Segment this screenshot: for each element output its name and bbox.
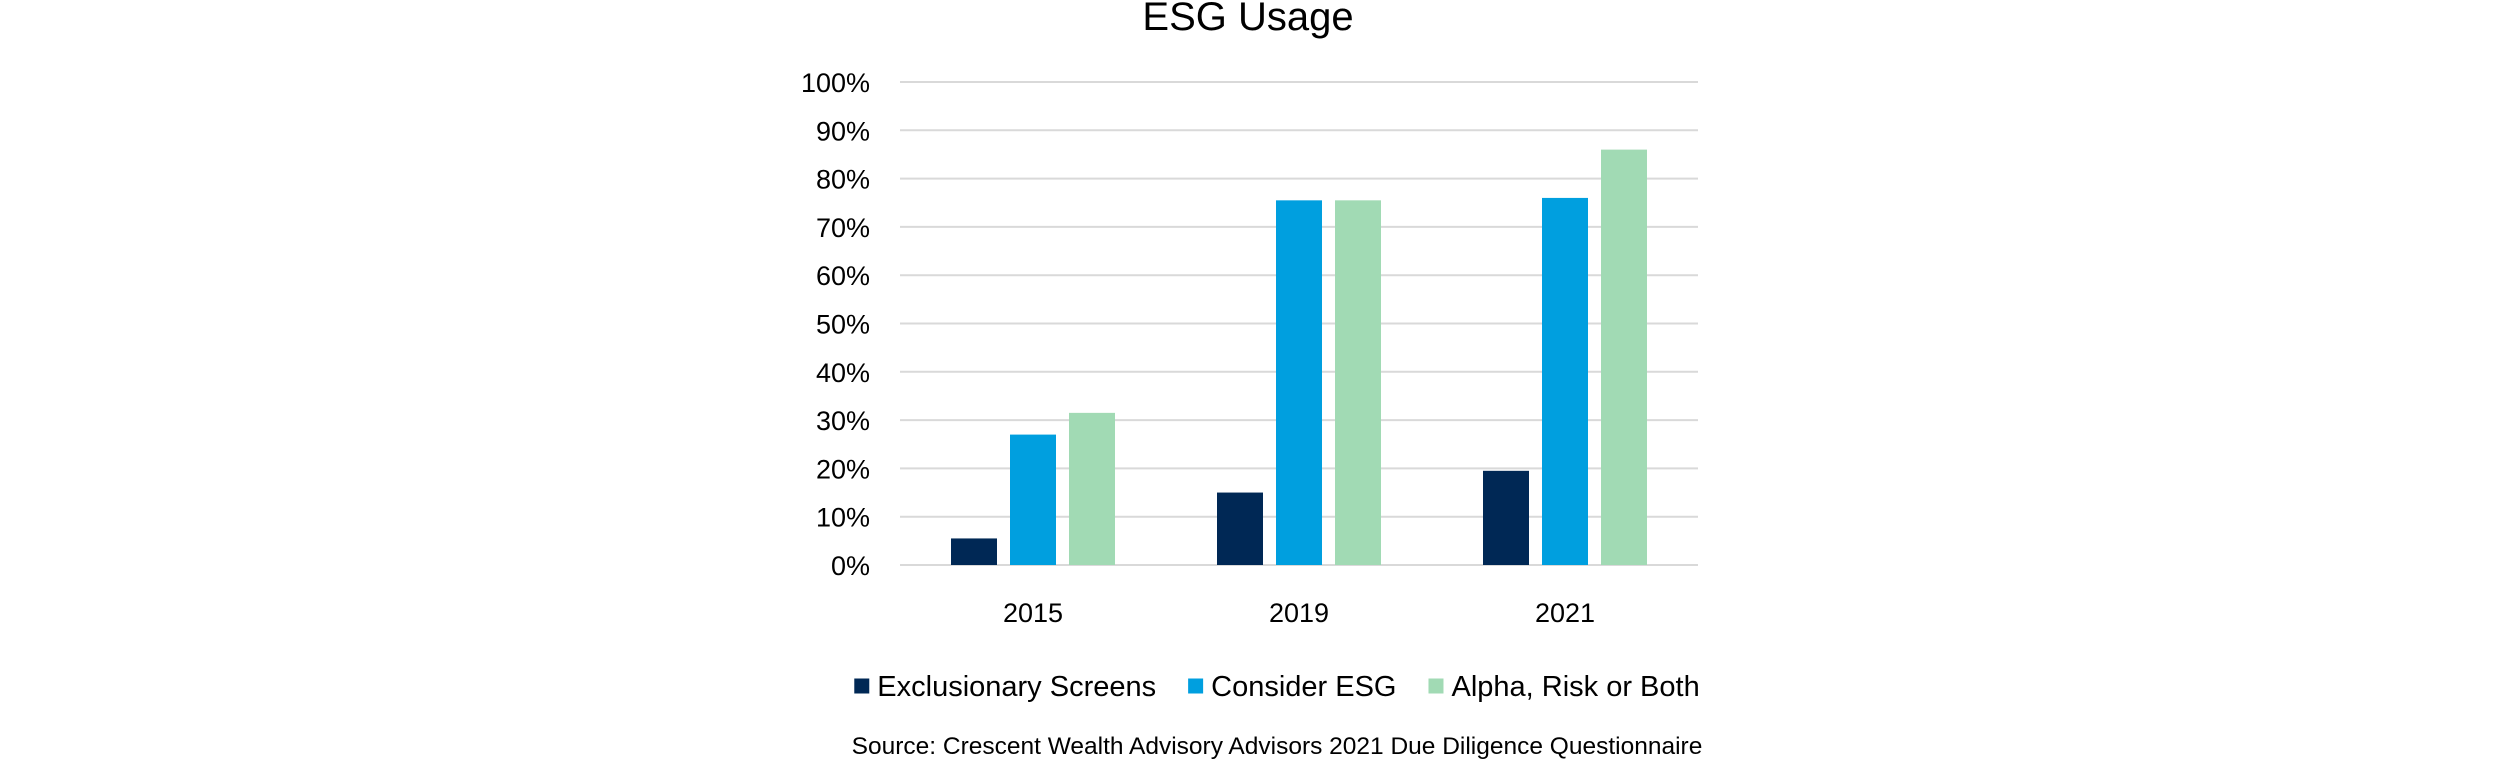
legend-swatch (1188, 678, 1204, 694)
legend-item: Consider ESG (1188, 671, 1396, 703)
source-note: Source: Crescent Wealth Advisory Advisor… (852, 733, 1703, 760)
y-tick-label: 80% (816, 165, 870, 195)
legend-swatch (854, 678, 870, 694)
y-tick-label: 0% (831, 551, 870, 581)
y-tick-label: 40% (816, 358, 870, 388)
bar-alpha-risk-or-both-2021 (1601, 149, 1647, 565)
y-tick-label: 60% (816, 261, 870, 291)
y-tick-label: 100% (801, 68, 870, 98)
bar-consider-esg-2015 (1010, 434, 1056, 565)
y-axis-tick-labels: 0% 10% 20% 30% 40% 50% 60% 70% 80% 90% 100% (801, 68, 870, 581)
y-tick-label: 20% (816, 454, 870, 484)
y-tick-label: 30% (816, 406, 870, 436)
bar-alpha-risk-or-both-2015 (1069, 412, 1115, 565)
x-tick-label: 2021 (1535, 598, 1595, 628)
y-tick-label: 50% (816, 310, 870, 340)
legend-swatch (1428, 678, 1444, 694)
y-tick-label: 10% (816, 503, 870, 533)
x-axis-tick-labels: 2015 2019 2021 (1003, 598, 1595, 628)
bar-exclusionary-screens-2019 (1217, 492, 1263, 565)
legend-label: Consider ESG (1211, 671, 1396, 703)
bars (951, 149, 1647, 566)
legend-label: Exclusionary Screens (877, 671, 1156, 703)
x-tick-label: 2019 (1269, 598, 1329, 628)
x-tick-label: 2015 (1003, 598, 1063, 628)
legend-item: Alpha, Risk or Both (1428, 671, 1700, 703)
bar-alpha-risk-or-both-2019 (1335, 200, 1381, 565)
bar-exclusionary-screens-2015 (951, 538, 997, 565)
bar-consider-esg-2019 (1276, 200, 1322, 565)
bar-exclusionary-screens-2021 (1483, 470, 1529, 565)
y-tick-label: 90% (816, 116, 870, 146)
chart-title: ESG Usage (1142, 0, 1353, 39)
legend-item: Exclusionary Screens (854, 671, 1156, 703)
y-tick-label: 70% (816, 213, 870, 243)
bar-consider-esg-2021 (1542, 197, 1588, 566)
legend-label: Alpha, Risk or Both (1451, 671, 1699, 703)
legend: Exclusionary Screens Consider ESG Alpha, R… (854, 671, 1700, 703)
